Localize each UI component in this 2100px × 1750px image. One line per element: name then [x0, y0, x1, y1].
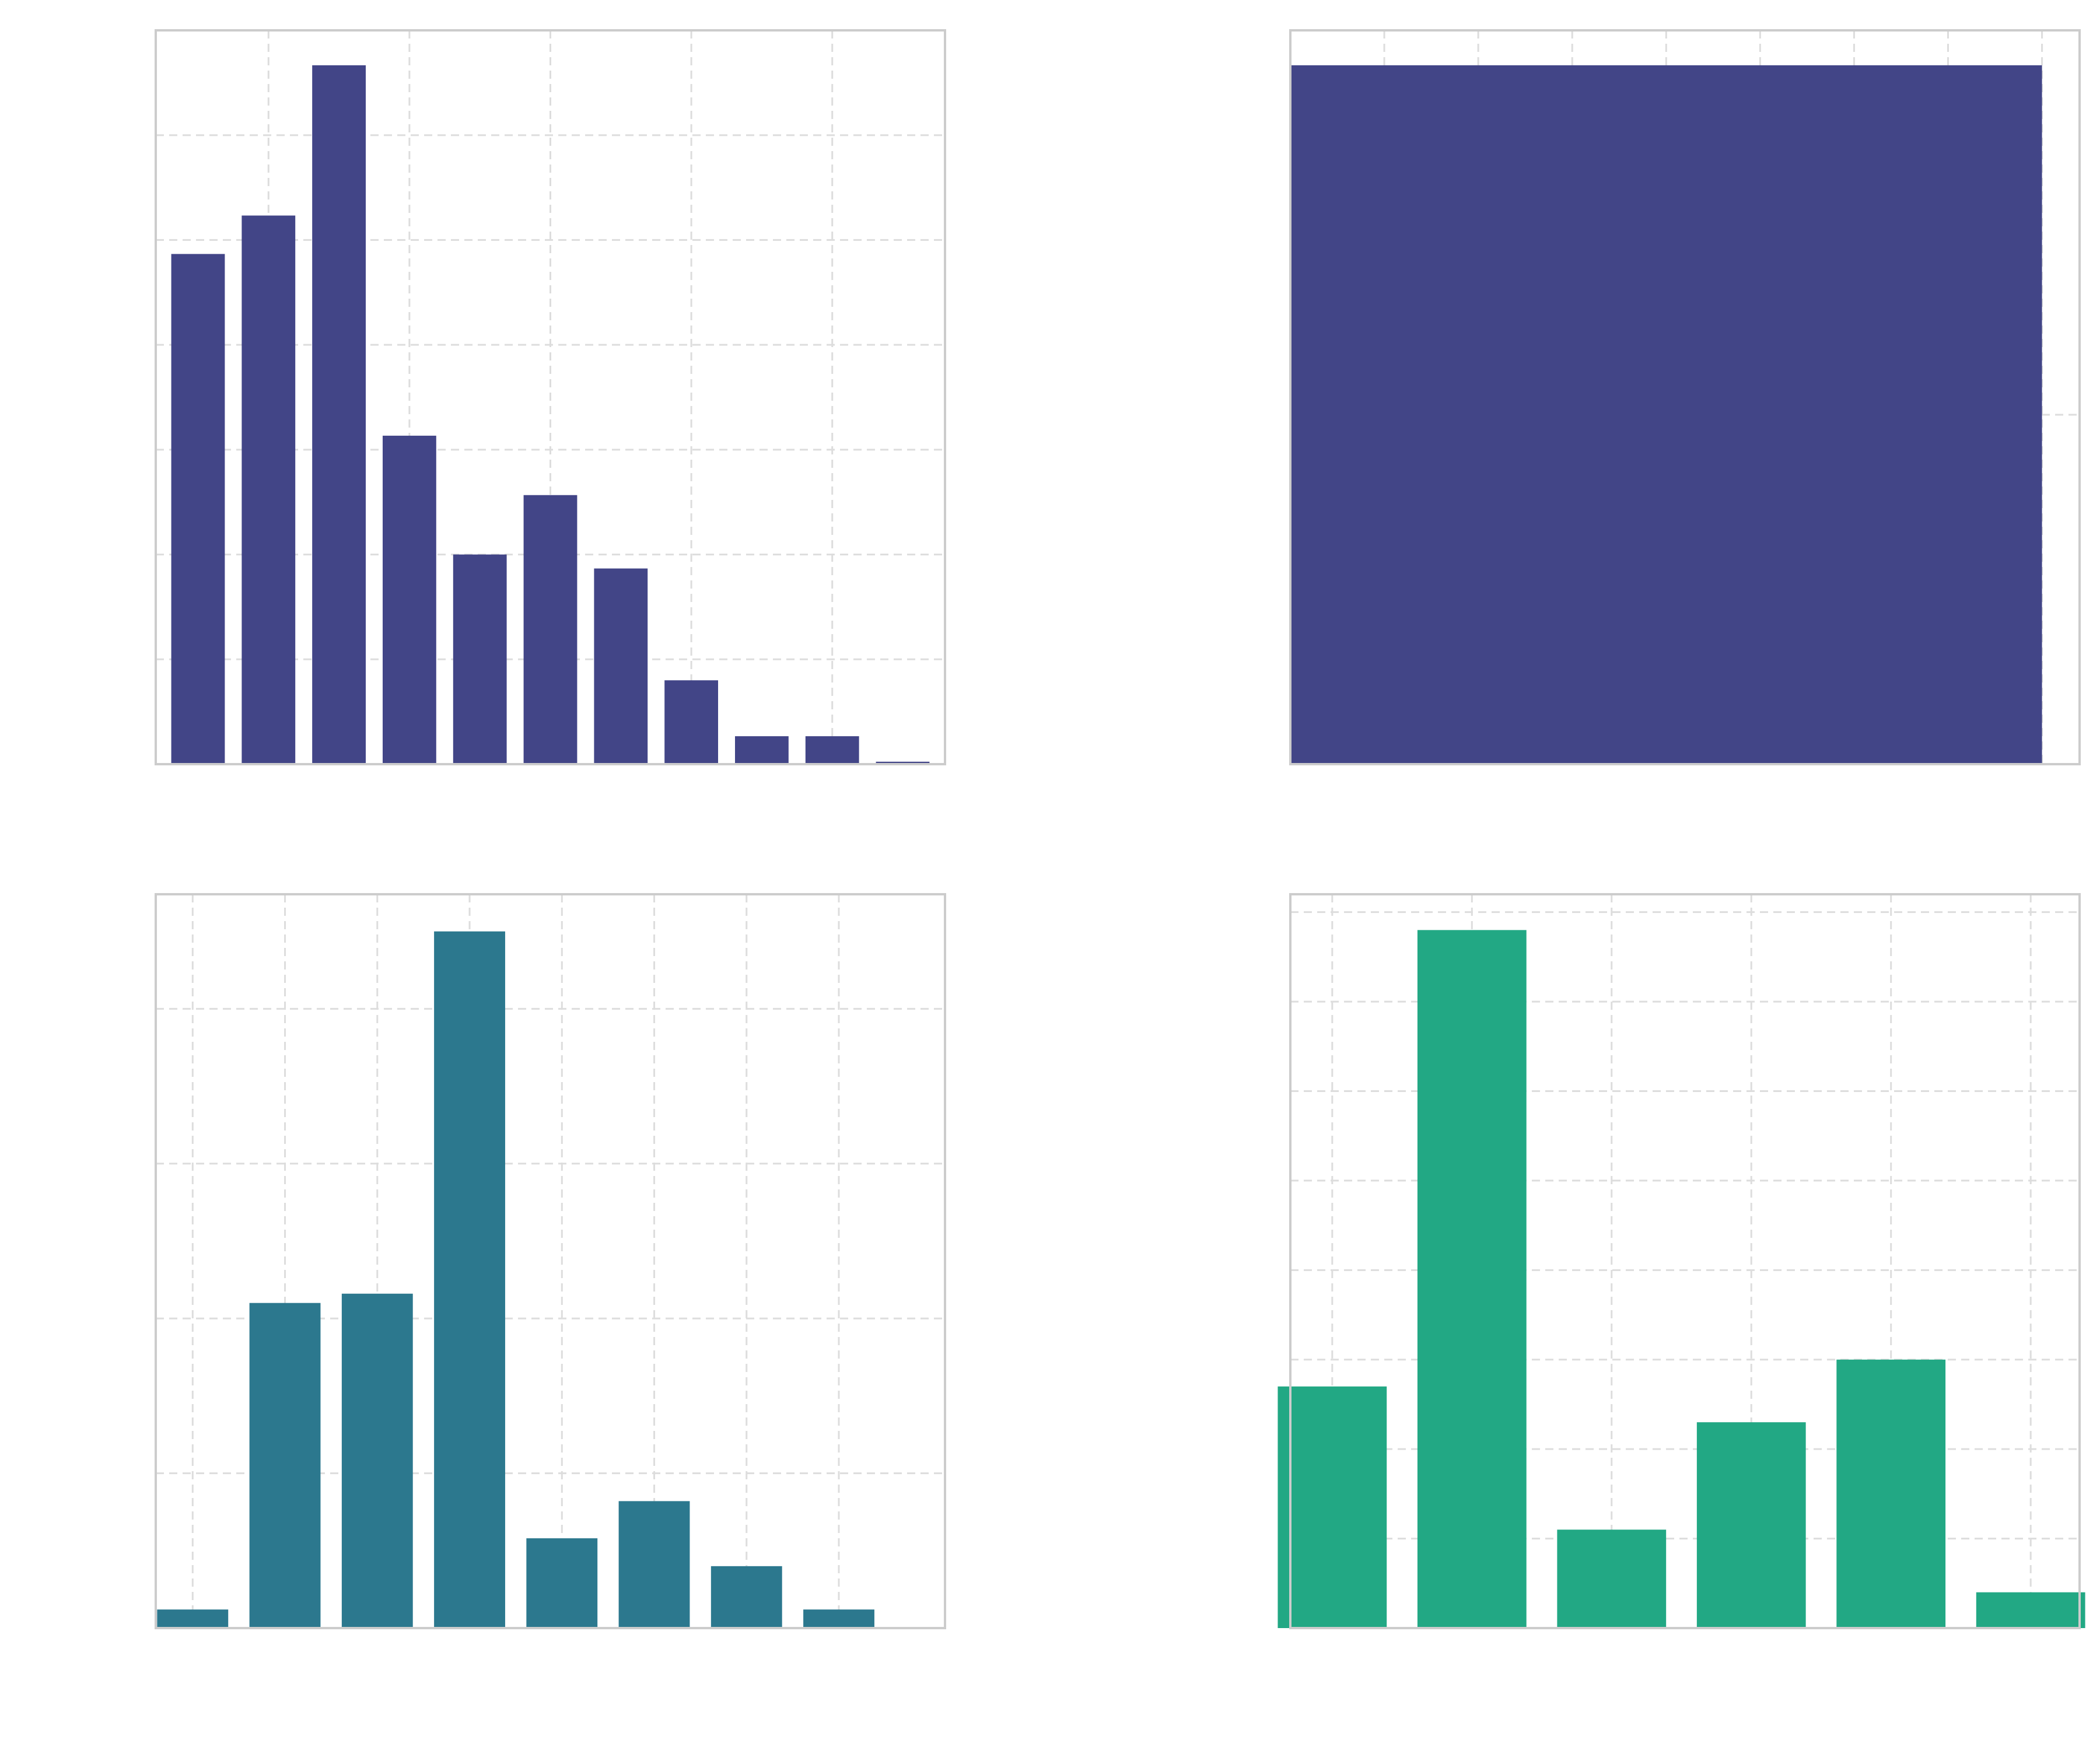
bar-6 — [523, 495, 578, 764]
plot-frame — [155, 893, 946, 1629]
bar-3 — [341, 1293, 413, 1628]
bar-9 — [735, 736, 789, 764]
bar-2 — [249, 1303, 321, 1628]
bar-5 — [453, 554, 507, 764]
bar-7 — [710, 1566, 782, 1628]
bar-1 — [1290, 65, 2042, 764]
chart-panel-top-left — [155, 29, 946, 765]
bar-2 — [1417, 930, 1527, 1628]
bar-10 — [805, 736, 859, 764]
bar-3 — [312, 65, 366, 764]
bar-1 — [1278, 1386, 1387, 1628]
bar-7 — [594, 568, 648, 764]
plot-frame — [155, 29, 946, 765]
bar-4 — [1696, 1422, 1806, 1628]
bar-2 — [242, 215, 296, 764]
chart-panel-top-right — [1289, 29, 2081, 765]
bar-3 — [1557, 1530, 1667, 1628]
bar-8 — [803, 1609, 874, 1628]
bar-6 — [618, 1501, 690, 1628]
bar-4 — [434, 931, 505, 1628]
chart-panel-bottom-left — [155, 893, 946, 1629]
bar-6 — [1976, 1592, 2085, 1628]
bar-5 — [526, 1538, 598, 1628]
bar-11 — [876, 761, 930, 764]
bar-1 — [157, 1609, 229, 1628]
chart-panel-bottom-right — [1278, 893, 2085, 1629]
bar-8 — [664, 680, 719, 764]
bar-4 — [382, 435, 436, 764]
bar-1 — [171, 254, 225, 764]
bar-5 — [1836, 1359, 1946, 1628]
plot-frame — [1289, 893, 2081, 1629]
plot-frame — [1289, 29, 2081, 765]
